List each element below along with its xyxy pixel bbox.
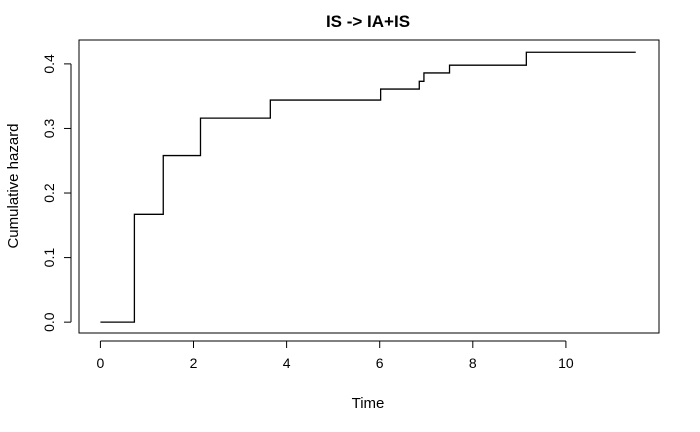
- chart-title: IS -> IA+IS: [326, 12, 410, 31]
- cumulative-hazard-step-line: [100, 51, 636, 323]
- y-tick-label: 0.0: [41, 312, 57, 332]
- y-tick-label: 0.4: [41, 54, 57, 74]
- x-tick-label: 10: [558, 355, 574, 371]
- y-tick-label: 0.3: [41, 119, 57, 139]
- y-axis-label: Cumulative hazard: [5, 123, 22, 248]
- x-tick-label: 8: [469, 355, 477, 371]
- x-tick-label: 6: [376, 355, 384, 371]
- x-tick-label: 0: [97, 355, 105, 371]
- series-layer: [100, 51, 636, 323]
- y-tick-label: 0.1: [41, 248, 57, 268]
- x-axis-label: Time: [352, 395, 385, 412]
- y-axis: 0.0 0.1 0.2 0.3 0.4: [41, 54, 72, 332]
- x-tick-label: 4: [283, 355, 291, 371]
- y-tick-label: 0.2: [41, 183, 57, 203]
- plot-frame: [78, 39, 660, 334]
- x-axis: 0 2 4 6 8 10: [97, 340, 574, 371]
- x-tick-label: 2: [190, 355, 198, 371]
